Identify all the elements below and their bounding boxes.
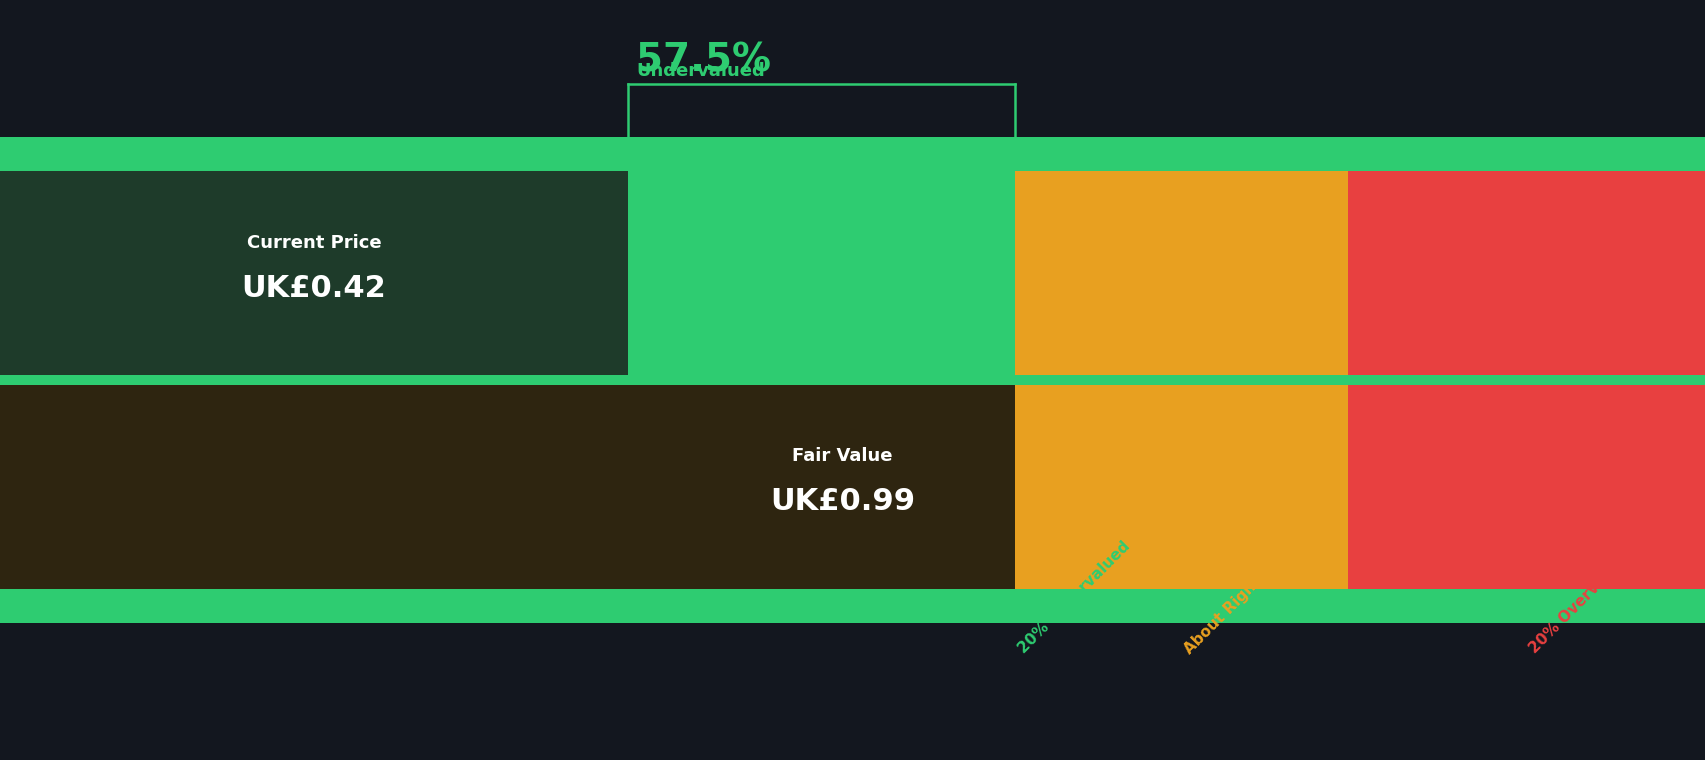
FancyBboxPatch shape <box>1014 137 1347 171</box>
FancyBboxPatch shape <box>1347 589 1705 623</box>
FancyBboxPatch shape <box>1347 375 1705 385</box>
Text: Undervalued: Undervalued <box>636 41 764 80</box>
FancyBboxPatch shape <box>1014 589 1347 623</box>
Text: Fair Value: Fair Value <box>791 448 892 465</box>
Text: 57.5%: 57.5% <box>636 42 771 80</box>
Text: 20% Undervalued: 20% Undervalued <box>1014 539 1132 657</box>
FancyBboxPatch shape <box>1347 137 1705 171</box>
FancyBboxPatch shape <box>0 589 1014 623</box>
FancyBboxPatch shape <box>1347 137 1705 623</box>
FancyBboxPatch shape <box>1014 137 1347 623</box>
FancyBboxPatch shape <box>1014 375 1347 385</box>
FancyBboxPatch shape <box>0 385 1014 589</box>
Text: About Right: About Right <box>1180 574 1263 657</box>
Text: 20% Overvalued: 20% Overvalued <box>1526 547 1635 657</box>
FancyBboxPatch shape <box>0 171 627 375</box>
FancyBboxPatch shape <box>0 137 1014 623</box>
FancyBboxPatch shape <box>0 375 1014 385</box>
Text: UK£0.42: UK£0.42 <box>242 274 385 303</box>
FancyBboxPatch shape <box>0 137 1014 171</box>
Text: Current Price: Current Price <box>247 234 380 252</box>
Text: UK£0.99: UK£0.99 <box>769 487 914 517</box>
